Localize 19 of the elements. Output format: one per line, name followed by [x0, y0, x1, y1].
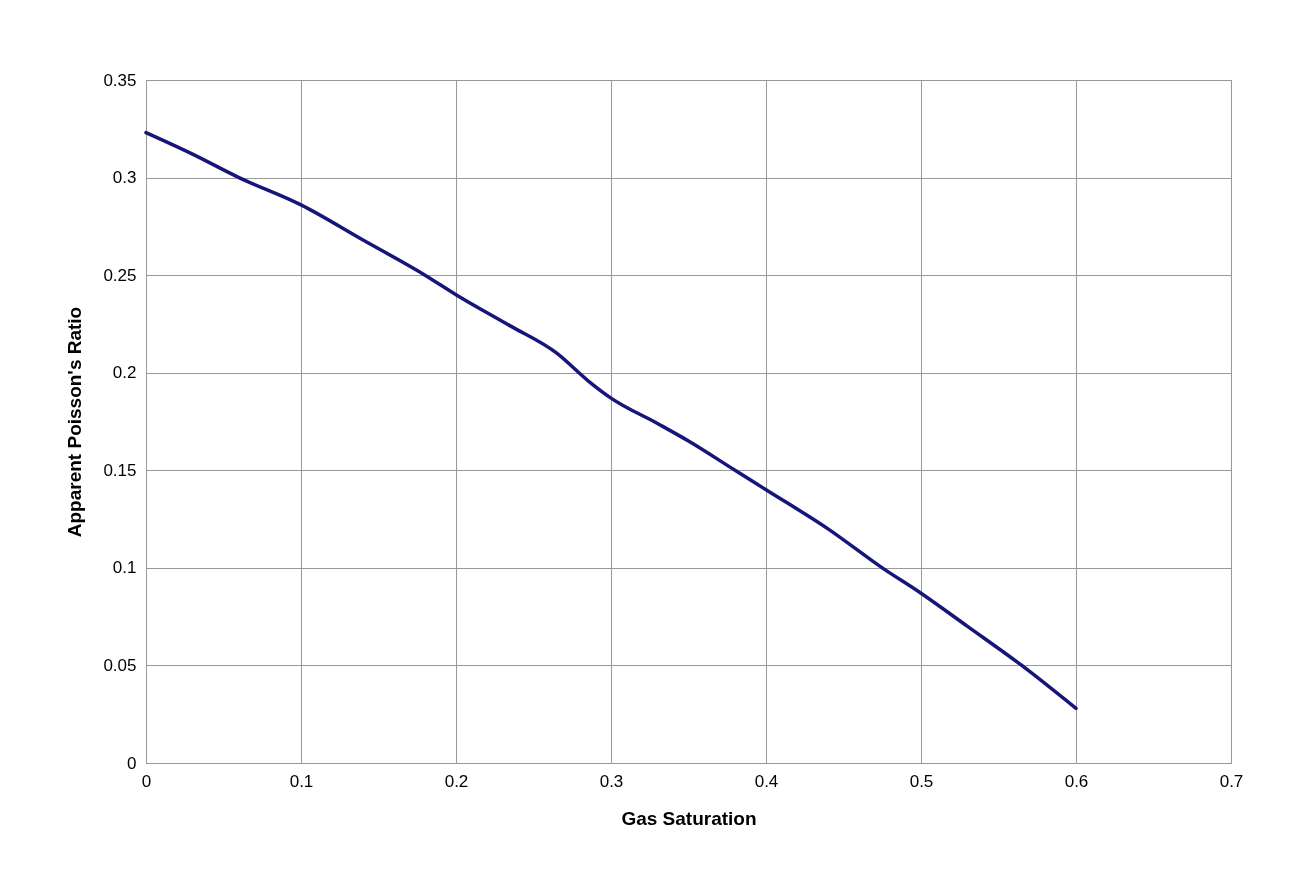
x-axis-title: Gas Saturation [621, 807, 757, 829]
y-tick-label: 0.35 [103, 70, 137, 90]
y-tick-label: 0.25 [103, 265, 137, 285]
x-tick-label: 0.5 [909, 771, 934, 791]
x-tick-label: 0.4 [754, 771, 779, 791]
y-tick-label: 0.2 [112, 363, 137, 383]
x-tick-label: 0.2 [444, 771, 469, 791]
y-tick-label: 0.3 [112, 168, 137, 188]
y-tick-label: 0 [127, 753, 137, 773]
x-tick-label: 0.6 [1064, 771, 1089, 791]
y-axis-title: Apparent Poisson's Ratio [64, 306, 86, 538]
y-tick-label: 0.15 [103, 460, 137, 480]
x-tick-label: 0 [141, 771, 152, 791]
x-tick-label: 0.1 [289, 771, 314, 791]
line-series [144, 130, 1078, 711]
y-tick-label: 0.05 [103, 655, 137, 675]
y-tick-label: 0.1 [112, 558, 137, 578]
x-tick-label: 0.7 [1219, 771, 1244, 791]
x-tick-label: 0.3 [599, 771, 624, 791]
